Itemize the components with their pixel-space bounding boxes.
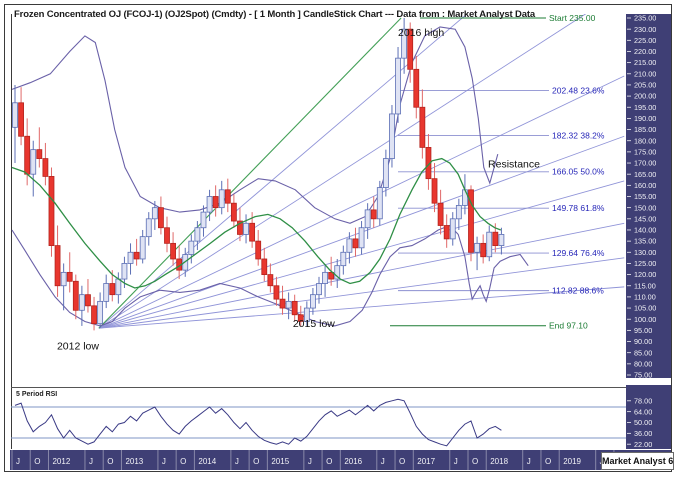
pane-borders: [11, 14, 626, 449]
svg-text:149.78 61.8%: 149.78 61.8%: [552, 203, 605, 213]
svg-text:182.32 38.2%: 182.32 38.2%: [552, 130, 605, 140]
price-axis: 235.00 230.00 225.00 220.00 215.00 210.00 205.…: [627, 14, 656, 380]
svg-text:J: J: [308, 457, 312, 466]
gann-fan-lines: [98, 14, 625, 329]
svg-text:185.00: 185.00: [634, 125, 656, 134]
svg-text:O: O: [253, 457, 259, 466]
svg-text:120.00: 120.00: [634, 270, 656, 279]
axis-bands: [10, 14, 671, 470]
svg-text:78.00: 78.00: [634, 396, 652, 405]
svg-text:95.00: 95.00: [634, 326, 652, 335]
svg-text:202.48 23.6%: 202.48 23.6%: [552, 85, 605, 95]
svg-text:J: J: [454, 457, 458, 466]
svg-text:J: J: [527, 457, 531, 466]
svg-text:85.00: 85.00: [634, 348, 652, 357]
svg-text:195.00: 195.00: [634, 103, 656, 112]
svg-text:O: O: [472, 457, 478, 466]
svg-text:210.00: 210.00: [634, 69, 656, 78]
svg-text:O: O: [545, 457, 551, 466]
annotations: 2016 high Resistance 2015 low 2012 low: [57, 27, 540, 352]
svg-text:J: J: [16, 457, 20, 466]
svg-text:2014: 2014: [198, 457, 216, 466]
rsi-line: [14, 398, 502, 447]
svg-text:165.00: 165.00: [634, 170, 656, 179]
moving-average-line: [11, 157, 502, 289]
svg-text:J: J: [381, 457, 385, 466]
svg-text:145.00: 145.00: [634, 214, 656, 223]
svg-text:190.00: 190.00: [634, 114, 656, 123]
svg-text:200.00: 200.00: [634, 92, 656, 101]
svg-text:130.00: 130.00: [634, 248, 656, 257]
trendline-2012low-2016high: [98, 17, 402, 329]
date-axis: J O 2012 J O 2013 J O 2014 J O 2015 J O 2016 J O 2017 J O 20…: [11, 450, 624, 470]
svg-text:166.05 50.0%: 166.05 50.0%: [552, 167, 605, 177]
svg-text:O: O: [326, 457, 332, 466]
svg-text:50.00: 50.00: [634, 418, 652, 427]
svg-text:170.00: 170.00: [634, 159, 656, 168]
svg-text:135.00: 135.00: [634, 237, 656, 246]
bollinger-bands: [11, 26, 529, 327]
svg-text:90.00: 90.00: [634, 337, 652, 346]
svg-text:64.00: 64.00: [634, 407, 652, 416]
chart-title: Frozen Concentrated OJ (FCOJ-1) (OJ2Spot…: [14, 9, 536, 20]
svg-text:2012 low: 2012 low: [57, 340, 99, 352]
svg-text:O: O: [399, 457, 405, 466]
svg-text:22.00: 22.00: [634, 440, 652, 449]
svg-text:100.00: 100.00: [634, 315, 656, 324]
svg-text:2012: 2012: [52, 457, 70, 466]
svg-text:36.00: 36.00: [634, 429, 652, 438]
svg-text:Resistance: Resistance: [488, 158, 540, 170]
svg-text:2015 low: 2015 low: [293, 318, 335, 330]
candles: [12, 18, 505, 331]
svg-text:2017: 2017: [417, 457, 435, 466]
svg-text:Start 235.00: Start 235.00: [549, 13, 596, 23]
rsi-reference-lines: [11, 406, 626, 439]
svg-text:160.00: 160.00: [634, 181, 656, 190]
svg-text:230.00: 230.00: [634, 25, 656, 34]
svg-text:215.00: 215.00: [634, 58, 656, 67]
svg-text:129.64 76.4%: 129.64 76.4%: [552, 248, 605, 258]
svg-text:2016: 2016: [344, 457, 362, 466]
svg-text:110.00: 110.00: [634, 293, 656, 302]
svg-text:2013: 2013: [125, 457, 143, 466]
svg-text:End 97.10: End 97.10: [549, 320, 588, 330]
svg-text:125.00: 125.00: [634, 259, 656, 268]
rsi-axis: 78.00 64.00 50.00 36.00 22.00: [627, 396, 652, 449]
svg-text:150.00: 150.00: [634, 203, 656, 212]
svg-text:2019: 2019: [563, 457, 581, 466]
svg-text:5 Period RSI: 5 Period RSI: [16, 391, 57, 398]
status-badge: Market Analyst 6: [601, 452, 674, 470]
svg-text:105.00: 105.00: [634, 304, 656, 313]
svg-text:140.00: 140.00: [634, 226, 656, 235]
svg-text:75.00: 75.00: [634, 371, 652, 380]
svg-text:220.00: 220.00: [634, 47, 656, 56]
svg-text:225.00: 225.00: [634, 36, 656, 45]
svg-text:O: O: [107, 457, 113, 466]
svg-text:112.82 88.6%: 112.82 88.6%: [552, 285, 604, 295]
rsi-period-label: 5 Period RSI: [16, 391, 57, 398]
svg-text:235.00: 235.00: [634, 14, 656, 23]
svg-text:115.00: 115.00: [634, 281, 656, 290]
svg-text:J: J: [162, 457, 166, 466]
svg-text:2016 high: 2016 high: [398, 27, 444, 39]
svg-text:80.00: 80.00: [634, 359, 652, 368]
svg-text:2018: 2018: [490, 457, 508, 466]
svg-text:2015: 2015: [271, 457, 289, 466]
svg-text:O: O: [34, 457, 40, 466]
svg-text:155.00: 155.00: [634, 192, 656, 201]
svg-text:J: J: [235, 457, 239, 466]
svg-text:O: O: [180, 457, 186, 466]
svg-text:J: J: [89, 457, 93, 466]
svg-text:180.00: 180.00: [634, 136, 656, 145]
svg-text:175.00: 175.00: [634, 147, 656, 156]
svg-text:205.00: 205.00: [634, 81, 656, 90]
